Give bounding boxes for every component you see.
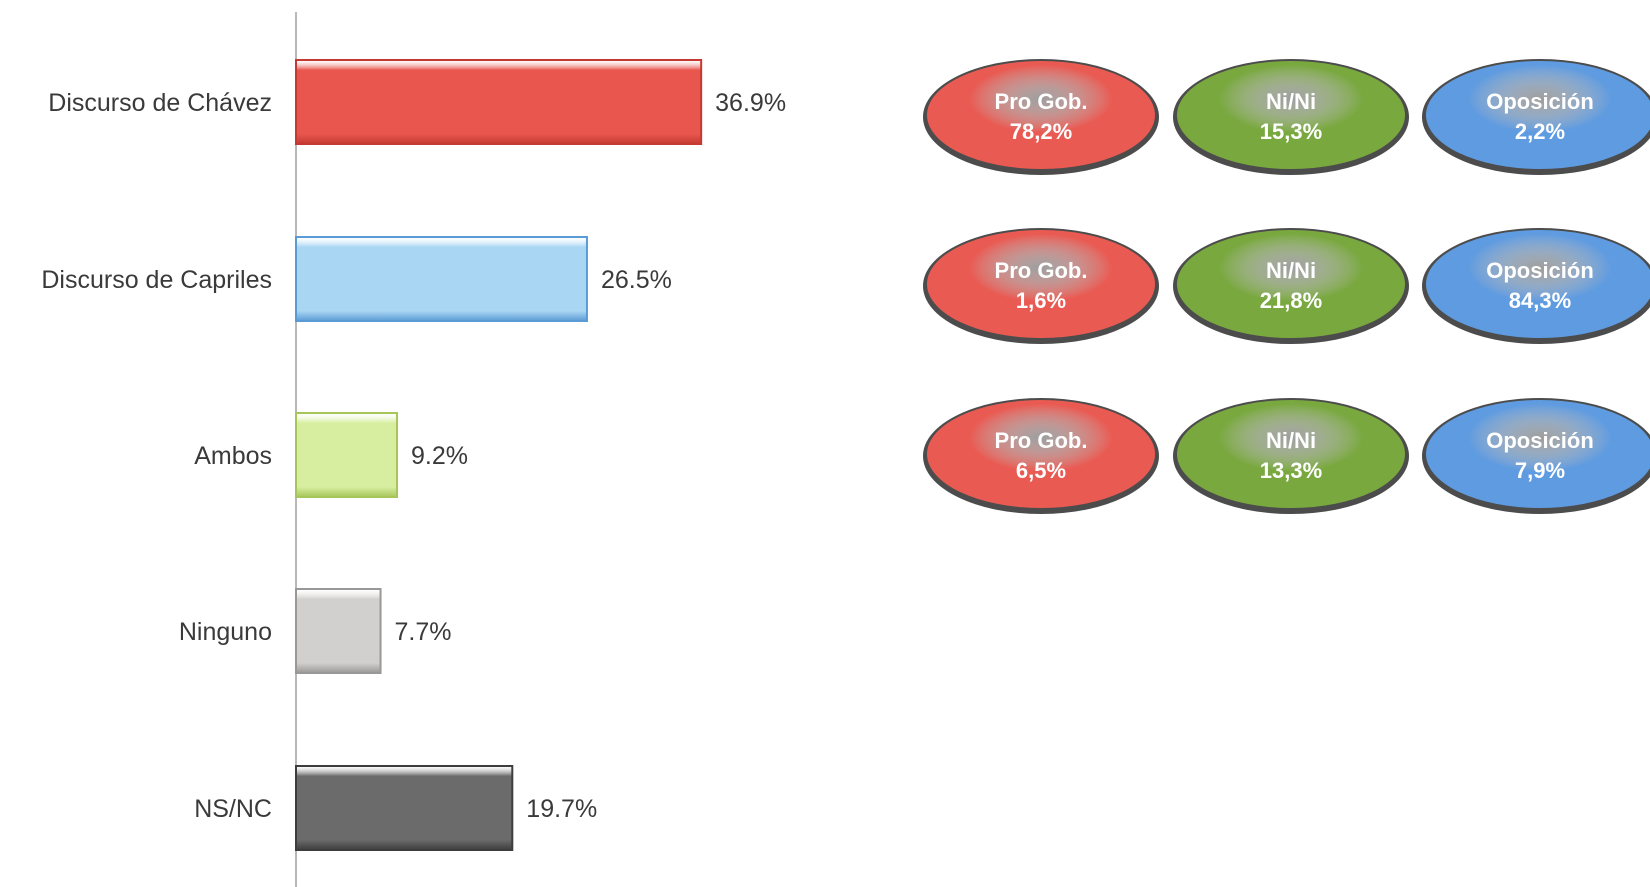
bar-ninguno bbox=[295, 588, 382, 674]
pill-label: Ni/Ni bbox=[1266, 258, 1316, 283]
pill-shape bbox=[1177, 230, 1405, 338]
pill-label: Ni/Ni bbox=[1266, 89, 1316, 114]
bar-discurso-de-chavez bbox=[295, 59, 703, 145]
pill-ni-ni-discurso-de-chavez: Ni/Ni 15,3% bbox=[1173, 59, 1409, 175]
pill-pro-gob-ambos: Pro Gob. 6,5% bbox=[923, 398, 1159, 514]
value-label-discurso-de-capriles: 26.5% bbox=[601, 266, 672, 294]
category-label-ninguno: Ninguno bbox=[179, 618, 272, 646]
pill-label: Oposición bbox=[1486, 89, 1594, 114]
pill-oposicion-discurso-de-capriles: Oposición 84,3% bbox=[1422, 228, 1650, 344]
pill-shape bbox=[1426, 61, 1650, 169]
pill-label: Pro Gob. bbox=[995, 428, 1088, 453]
pill-value: 6,5% bbox=[1016, 458, 1066, 483]
pill-ni-ni-discurso-de-capriles: Ni/Ni 21,8% bbox=[1173, 228, 1409, 344]
pill-value: 7,9% bbox=[1515, 458, 1565, 483]
pill-value: 78,2% bbox=[1010, 119, 1072, 144]
bar-ns-nc bbox=[295, 765, 514, 851]
value-label-ninguno: 7.7% bbox=[395, 618, 452, 646]
bar-discurso-de-capriles bbox=[295, 236, 588, 322]
bars-group: Discurso de Chávez 36.9% Discurso de Capri… bbox=[41, 59, 786, 851]
category-label-discurso-de-capriles: Discurso de Capriles bbox=[41, 266, 272, 294]
pill-value: 84,3% bbox=[1509, 288, 1571, 313]
pill-shape bbox=[927, 400, 1155, 508]
pill-shape bbox=[1426, 230, 1650, 338]
pill-value: 13,3% bbox=[1260, 458, 1322, 483]
pill-shape bbox=[1177, 61, 1405, 169]
value-label-ns-nc: 19.7% bbox=[526, 795, 597, 823]
pill-value: 15,3% bbox=[1260, 119, 1322, 144]
pill-pro-gob-discurso-de-capriles: Pro Gob. 1,6% bbox=[923, 228, 1159, 344]
category-label-ns-nc: NS/NC bbox=[194, 795, 272, 823]
pill-shape bbox=[1177, 400, 1405, 508]
pill-oposicion-discurso-de-chavez: Oposición 2,2% bbox=[1422, 59, 1650, 175]
value-label-ambos: 9.2% bbox=[411, 442, 468, 470]
pill-oposicion-ambos: Oposición 7,9% bbox=[1422, 398, 1650, 514]
pill-shape bbox=[1426, 400, 1650, 508]
pill-shape bbox=[927, 61, 1155, 169]
category-label-ambos: Ambos bbox=[194, 442, 272, 470]
pill-value: 21,8% bbox=[1260, 288, 1322, 313]
pill-label: Ni/Ni bbox=[1266, 428, 1316, 453]
category-label-discurso-de-chavez: Discurso de Chávez bbox=[48, 89, 272, 117]
pill-label: Oposición bbox=[1486, 428, 1594, 453]
pill-value: 2,2% bbox=[1515, 119, 1565, 144]
value-label-discurso-de-chavez: 36.9% bbox=[715, 89, 786, 117]
pill-label: Pro Gob. bbox=[995, 258, 1088, 283]
pill-ni-ni-ambos: Ni/Ni 13,3% bbox=[1173, 398, 1409, 514]
pill-value: 1,6% bbox=[1016, 288, 1066, 313]
pill-label: Pro Gob. bbox=[995, 89, 1088, 114]
pill-pro-gob-discurso-de-chavez: Pro Gob. 78,2% bbox=[923, 59, 1159, 175]
pill-shape bbox=[927, 230, 1155, 338]
bar-ambos bbox=[295, 412, 399, 498]
pill-label: Oposición bbox=[1486, 258, 1594, 283]
pills-group: Pro Gob. 78,2% Ni/Ni 15,3% Oposición 2,2% Pro … bbox=[923, 59, 1650, 514]
